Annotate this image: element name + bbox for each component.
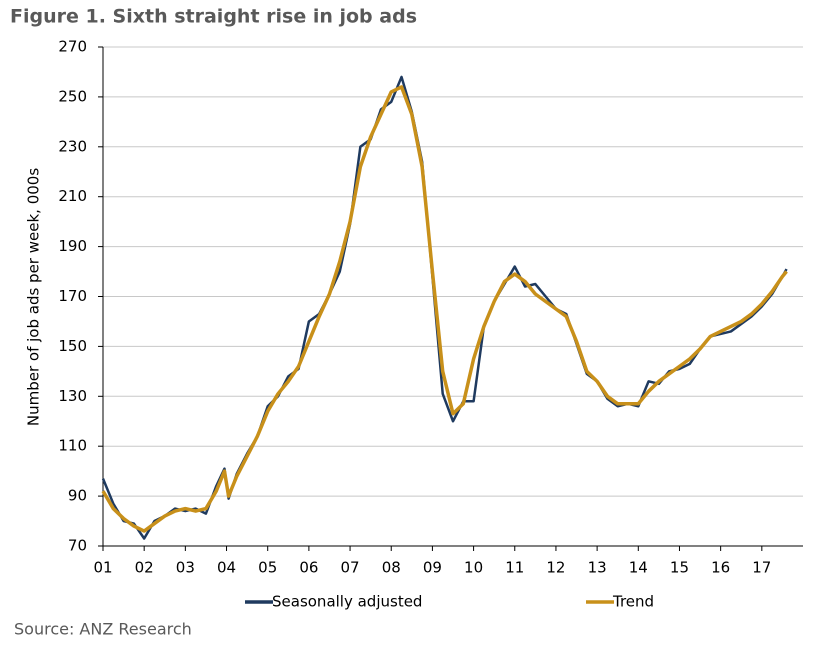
x-tick-label: 14 [629, 559, 648, 577]
y-axis-label: Number of job ads per week, 000s [25, 168, 43, 426]
source: Source: ANZ Research [14, 620, 192, 639]
x-tick-label: 07 [341, 559, 360, 577]
y-tick-label: 90 [68, 487, 87, 505]
y-tick-label: 130 [58, 387, 87, 405]
x-tick-label: 06 [299, 559, 318, 577]
x-tick-label: 11 [505, 559, 524, 577]
y-tick-label: 110 [58, 437, 87, 455]
y-tick-label: 70 [68, 537, 87, 555]
x-tick-label: 17 [752, 559, 771, 577]
y-tick-label: 250 [58, 87, 87, 105]
series-line [101, 85, 788, 533]
x-tick-label: 15 [670, 559, 689, 577]
y-tick-label: 230 [58, 137, 87, 155]
x-tick-label: 08 [382, 559, 401, 577]
y-tick-label: 190 [58, 237, 87, 255]
legend-label: Seasonally adjusted [272, 593, 422, 611]
y-tick-label: 270 [58, 38, 87, 56]
y-tick-label: 170 [58, 287, 87, 305]
x-tick-label: 01 [93, 559, 112, 577]
series-line [101, 75, 788, 540]
chart-title: Figure 1. Sixth straight rise in job ads [10, 6, 417, 28]
x-tick-label: 09 [423, 559, 442, 577]
x-tick-label: 05 [258, 559, 277, 577]
x-tick-label: 16 [711, 559, 730, 577]
y-tick-label: 150 [58, 337, 87, 355]
x-tick-label: 02 [135, 559, 154, 577]
y-tick-label: 210 [58, 187, 87, 205]
x-tick-label: 04 [217, 559, 236, 577]
legend-label: Trend [612, 593, 654, 611]
x-tick-label: 12 [546, 559, 565, 577]
x-tick-label: 10 [464, 559, 483, 577]
x-tick-label: 03 [176, 559, 195, 577]
x-tick-label: 13 [588, 559, 607, 577]
